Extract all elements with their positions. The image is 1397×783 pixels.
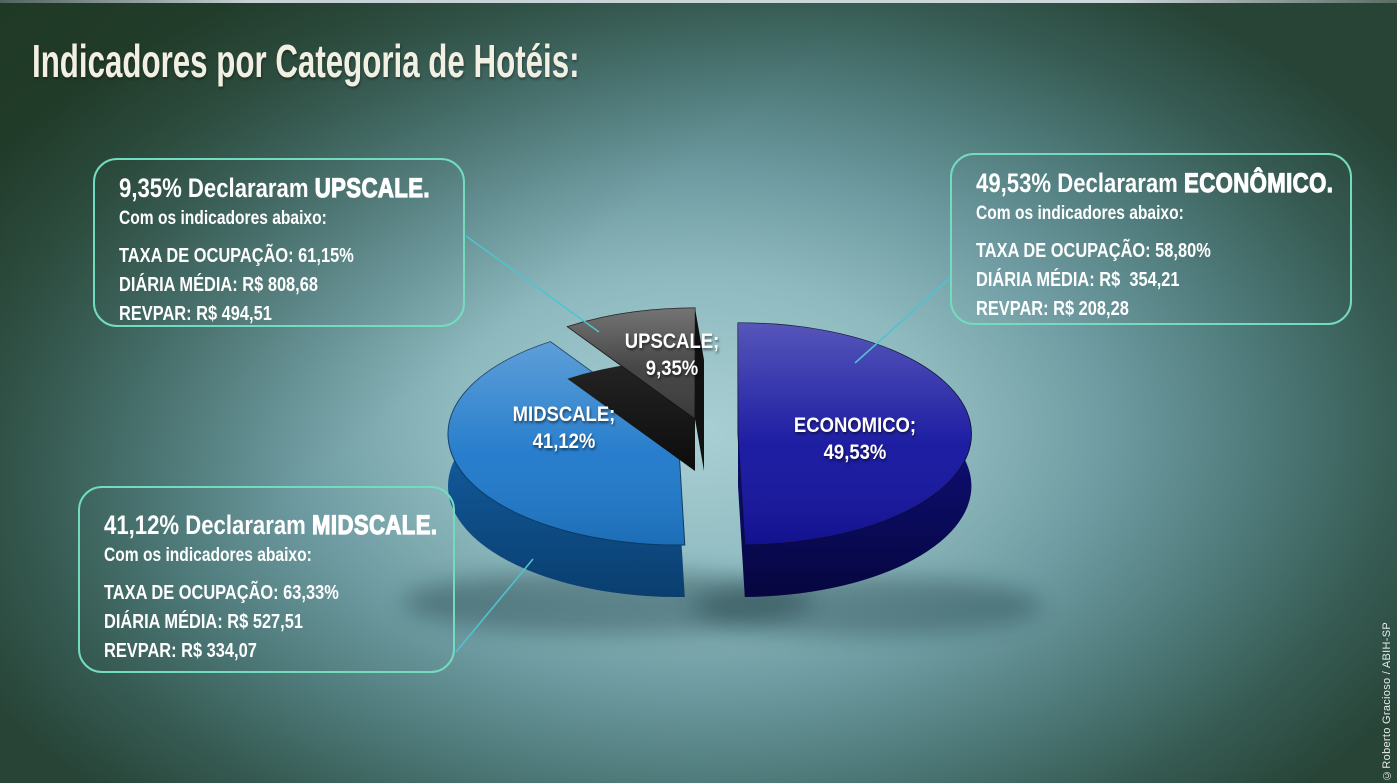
callout-upscale-headline-category: UPSCALE. [314, 172, 430, 203]
indicator-revpar: REVPAR: R$ 208,28 [976, 298, 1129, 320]
pie-label-upscale: UPSCALE; 9,35% [625, 328, 719, 382]
indicator-occupancy-rate: TAXA DE OCUPAÇÃO: 61,15% [119, 245, 354, 267]
callout-economico-headline: 49,53% Declararam ECONÔMICO. [976, 167, 1334, 199]
pie-label-midscale-name: MIDSCALE; [512, 403, 616, 426]
pie-slice-upscale-side-face [695, 308, 704, 471]
callout-upscale-headline: 9,35% Declararam UPSCALE. [119, 172, 443, 204]
pie-label-economico: ECONOMICO; 49,53% [794, 412, 916, 466]
top-edge-strip [0, 0, 1397, 3]
pie-slice-midscale-sheen [448, 341, 685, 546]
leader-line-midscale [455, 558, 534, 653]
indicator-revpar: REVPAR: R$ 494,51 [119, 303, 272, 325]
callout-economico-headline-category: ECONÔMICO. [1184, 167, 1334, 198]
callout-midscale-headline: 41,12% Declararam MIDSCALE. [104, 509, 438, 541]
indicator-occupancy-rate: TAXA DE OCUPAÇÃO: 63,33% [104, 582, 339, 604]
indicator-average-daily-rate: DIÁRIA MÉDIA: R$ 808,68 [119, 274, 318, 296]
pie-slice-upscale-sheen [567, 308, 695, 419]
pie-label-upscale-name: UPSCALE; [624, 330, 720, 353]
callout-midscale: 41,12% Declararam MIDSCALE. Com os indic… [78, 486, 455, 673]
pie-slice-economico [737, 322, 972, 597]
pie-shadow-right [691, 576, 1041, 636]
callout-economico-headline-prefix: 49,53% Declararam [976, 168, 1185, 198]
pie-label-economico-name: ECONOMICO; [793, 414, 917, 437]
leader-line-upscale [465, 235, 600, 333]
callout-economico-subtitle: Com os indicadores abaixo: [976, 203, 1184, 224]
pie-label-economico-value: 49,53% [823, 441, 887, 464]
pie-slice-upscale [566, 307, 704, 471]
callout-midscale-headline-category: MIDSCALE. [312, 509, 438, 540]
credit-text: ©Roberto Gracioso / ABIH-SP [1381, 622, 1393, 781]
callout-upscale-headline-prefix: 9,35% Declararam [119, 173, 315, 203]
page-title: Indicadores por Categoria de Hotéis: [32, 35, 580, 87]
indicator-average-daily-rate: DIÁRIA MÉDIA: R$ 354,21 [976, 269, 1180, 291]
pie-label-midscale-value: 41,12% [532, 430, 596, 453]
pie-slice-midscale [447, 341, 686, 598]
pie-slice-economico-sheen [738, 322, 972, 545]
callout-upscale-subtitle: Com os indicadores abaixo: [119, 208, 327, 229]
indicator-occupancy-rate: TAXA DE OCUPAÇÃO: 58,80% [976, 240, 1211, 262]
callout-midscale-subtitle: Com os indicadores abaixo: [104, 545, 312, 566]
callout-midscale-headline-prefix: 41,12% Declararam [104, 510, 313, 540]
leader-line-economico [854, 277, 951, 364]
indicator-revpar: REVPAR: R$ 334,07 [104, 640, 257, 662]
callout-upscale: 9,35% Declararam UPSCALE. Com os indicad… [93, 158, 465, 327]
pie-label-midscale: MIDSCALE; 41,12% [513, 401, 616, 455]
indicator-average-daily-rate: DIÁRIA MÉDIA: R$ 527,51 [104, 611, 303, 633]
callout-economico: 49,53% Declararam ECONÔMICO. Com os indi… [950, 153, 1352, 325]
pie-label-upscale-value: 9,35% [645, 357, 699, 380]
